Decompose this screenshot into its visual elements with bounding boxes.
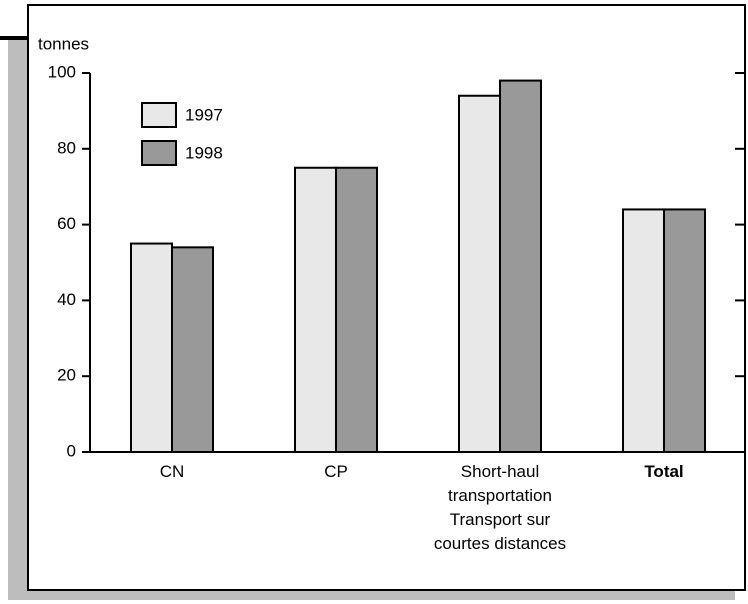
legend-label: 1997 (185, 105, 223, 124)
x-tick-label: Total (644, 462, 684, 481)
y-tick-label: 60 (57, 214, 76, 233)
bar (622, 208, 665, 453)
y-axis-label: tonnes (38, 34, 89, 53)
bar (130, 242, 173, 453)
x-tick-label: Short-haul transportation Transport sur … (433, 462, 567, 553)
legend-swatch (141, 102, 177, 128)
bar (335, 166, 378, 453)
x-tick-label: CP (324, 462, 348, 481)
y-tick-label: 80 (57, 138, 76, 157)
y-tick-label: 0 (67, 441, 76, 460)
y-tick-label: 20 (57, 366, 76, 385)
legend-label: 1998 (185, 143, 223, 162)
top-rule (0, 36, 28, 40)
bar (663, 208, 706, 453)
shadow-left (8, 38, 28, 600)
bar (294, 166, 337, 453)
legend-swatch (141, 140, 177, 166)
bar (458, 94, 501, 454)
bar (499, 79, 542, 454)
x-tick-label: CN (159, 462, 185, 481)
y-tick-label: 40 (57, 290, 76, 309)
shadow-bottom (8, 590, 735, 600)
bar (171, 246, 214, 453)
y-tick-label: 100 (48, 62, 76, 81)
